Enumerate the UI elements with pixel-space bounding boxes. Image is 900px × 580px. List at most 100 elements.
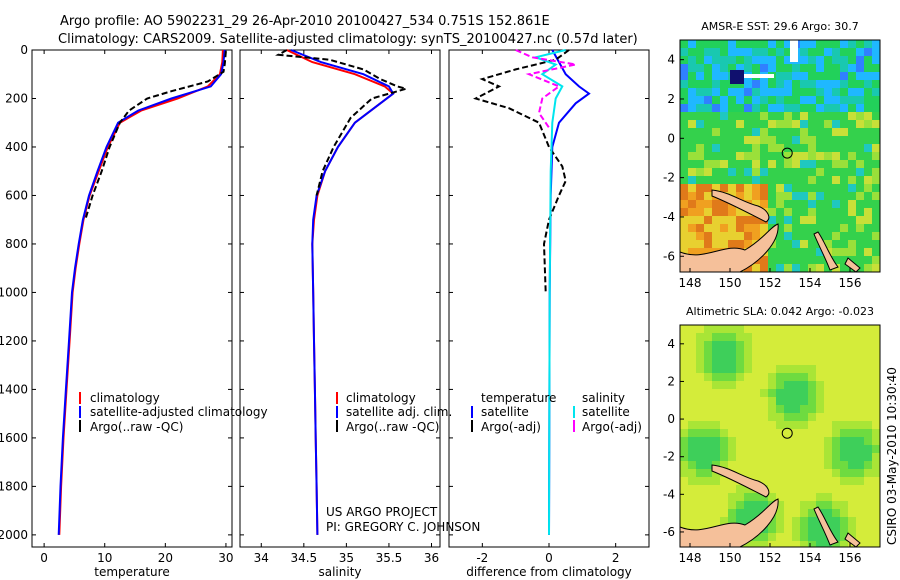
sst-map-cell	[720, 224, 728, 232]
sst-missing-patch	[744, 74, 774, 78]
sst-map-cell	[712, 224, 720, 232]
sst-map-profile-marker	[781, 147, 793, 159]
sst-map-cell	[776, 232, 784, 240]
sla-map-ytick-label: 0	[667, 412, 675, 426]
sst-map-cell	[808, 136, 816, 144]
sla-map-cell	[808, 397, 816, 405]
sst-map-cell	[864, 56, 872, 64]
sst-map-cell	[808, 120, 816, 128]
sst-map-cell	[816, 256, 824, 264]
sla-map-ytick-label: -6	[663, 525, 675, 539]
sla-map-cell	[760, 413, 768, 421]
sst-map-cell	[760, 144, 768, 152]
sla-map-cell	[816, 525, 824, 533]
sst-map-cell	[696, 208, 704, 216]
sla-map-cell	[816, 493, 824, 501]
sla-map-cell	[680, 501, 688, 509]
sla-map-cell	[736, 517, 744, 525]
sst-map-cell	[832, 72, 840, 80]
sla-map-cell	[728, 437, 736, 445]
sst-map-cell	[848, 248, 856, 256]
sst-map-land	[679, 223, 779, 273]
depth-tick-label: 1000	[0, 285, 28, 299]
sla-map-cell	[856, 533, 864, 541]
sst-map-cell	[752, 160, 760, 168]
sst-map-cell	[808, 96, 816, 104]
sla-map-cell	[704, 389, 712, 397]
sla-map-cell	[816, 381, 824, 389]
sla-map-cell	[784, 341, 792, 349]
sla-map-cell	[792, 453, 800, 461]
sst-map-cell	[848, 48, 856, 56]
sla-map-cell	[704, 397, 712, 405]
sst-map-cell	[752, 104, 760, 112]
sst-map-cell	[808, 224, 816, 232]
legend-label-temp-argo: Argo(-adj)	[481, 420, 541, 434]
sst-map-cell	[696, 168, 704, 176]
sst-map-cell	[744, 240, 752, 248]
sst-map-cell	[784, 152, 792, 160]
sla-map-cell	[864, 333, 872, 341]
sst-map-cell	[840, 40, 848, 48]
sst-map-cell	[768, 216, 776, 224]
sst-map-cell	[776, 200, 784, 208]
depth-tick-label: 1400	[0, 382, 28, 396]
sla-map-cell	[792, 405, 800, 413]
sla-map-cell	[720, 517, 728, 525]
sst-map-cell	[824, 160, 832, 168]
sla-map-cell	[704, 413, 712, 421]
sst-map-cell	[776, 136, 784, 144]
sst-map-cell	[688, 96, 696, 104]
sla-map-cell	[728, 333, 736, 341]
sla-map-cell	[752, 325, 760, 333]
sst-map-cell	[688, 120, 696, 128]
sla-map-cell	[704, 405, 712, 413]
depth-tick-label: 1200	[0, 334, 28, 348]
sla-map-cell	[688, 477, 696, 485]
sla-map-cell	[736, 469, 744, 477]
sla-map-cell	[856, 541, 864, 547]
sla-map-cell	[768, 397, 776, 405]
sla-map-cell	[704, 461, 712, 469]
sla-map-cell	[784, 469, 792, 477]
sla-map-cell	[800, 533, 808, 541]
sst-map-cell	[688, 248, 696, 256]
sla-map-cell	[696, 525, 704, 533]
sla-map-cell	[720, 349, 728, 357]
sla-map-cell	[720, 357, 728, 365]
sst-map-cell	[832, 80, 840, 88]
sst-map-cell	[776, 96, 784, 104]
sla-map-cell	[800, 349, 808, 357]
temperature-axes-frame	[31, 49, 233, 548]
sla-map-cell	[856, 389, 864, 397]
sst-map-cell	[704, 216, 712, 224]
sst-map-cell	[680, 192, 688, 200]
sla-map-cell	[768, 533, 776, 541]
sst-map-cell	[776, 64, 784, 72]
sla-map-cell	[752, 445, 760, 453]
sst-map-cell	[744, 120, 752, 128]
sla-map-cell	[840, 373, 848, 381]
sla-map-cell	[808, 525, 816, 533]
sst-map-cell	[776, 176, 784, 184]
sla-map-cell	[864, 421, 872, 429]
sst-map-cell	[768, 264, 776, 272]
sla-map-cell	[752, 421, 760, 429]
sst-map-cell	[800, 240, 808, 248]
sla-map-cell	[800, 517, 808, 525]
sst-map-cell	[680, 104, 688, 112]
sla-map-cell	[856, 429, 864, 437]
sst-map-cell	[824, 216, 832, 224]
sst-map-cell	[744, 168, 752, 176]
sla-map-cell	[824, 357, 832, 365]
sla-map-cell	[680, 421, 688, 429]
sla-map-cell	[744, 501, 752, 509]
sla-map-cell	[808, 541, 816, 547]
sla-map-cell	[680, 445, 688, 453]
sla-map-cell	[752, 453, 760, 461]
difference-xtick-label: 2	[612, 551, 620, 565]
sst-map-cell	[704, 64, 712, 72]
sst-map-cell	[792, 80, 800, 88]
sla-map-cell	[776, 349, 784, 357]
sst-map-cell	[792, 88, 800, 96]
